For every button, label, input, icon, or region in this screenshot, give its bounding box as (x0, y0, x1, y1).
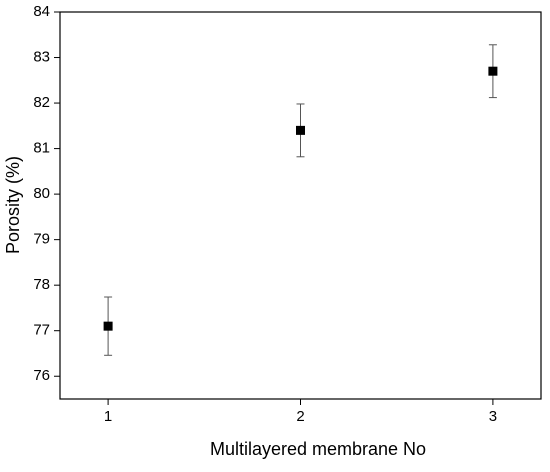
y-tick-label: 78 (33, 276, 50, 293)
point (296, 125, 305, 135)
plot-frame (59, 11, 542, 400)
x-tick-label: 1 (104, 408, 112, 425)
x-axis-label: Multilayered membrane No (210, 439, 426, 459)
x-tick-label: 2 (296, 408, 304, 425)
point (103, 321, 113, 331)
y-tick-label: 77 (33, 322, 50, 339)
y-axis-label: Porosity (%) (3, 156, 23, 254)
y-tick-label: 81 (33, 140, 50, 157)
y-tick-label: 80 (33, 185, 50, 202)
y-tick-label: 82 (33, 94, 50, 111)
y-tick-label: 83 (33, 48, 50, 65)
y-tick-label: 84 (33, 3, 50, 20)
y-tick-label: 76 (33, 367, 50, 384)
y-tick-label: 79 (33, 231, 50, 248)
point (488, 66, 498, 76)
x-tick-label: 3 (489, 408, 497, 425)
